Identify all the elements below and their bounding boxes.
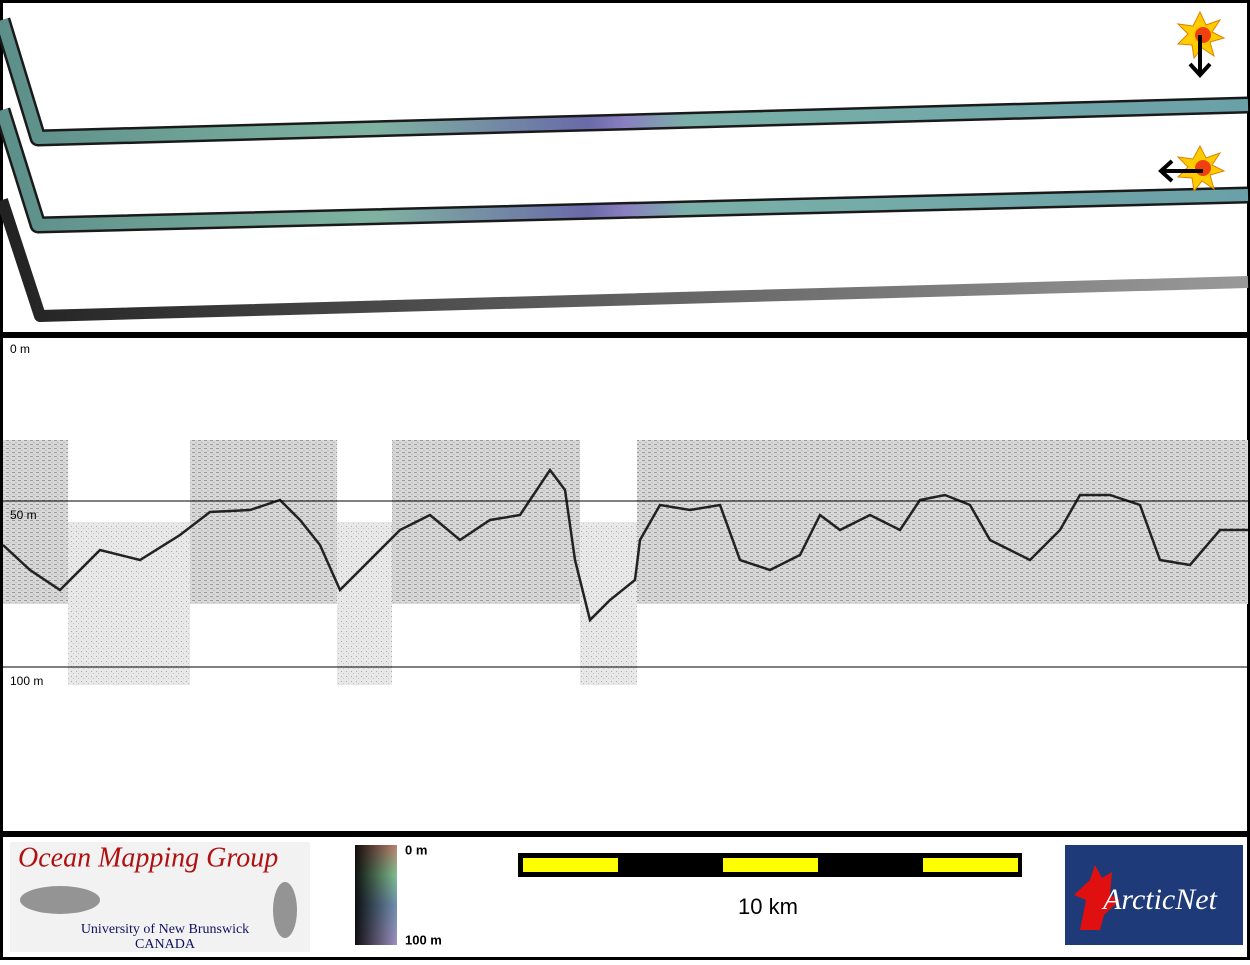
- rect-shape: [723, 858, 818, 872]
- rect-shape: [637, 440, 1248, 604]
- map-panel: [0, 0, 1250, 335]
- circle-shape: [1195, 27, 1211, 43]
- ellipse-shape: [20, 886, 100, 914]
- rect-shape: [523, 858, 618, 872]
- omg-logo: Ocean Mapping Group University of New Br…: [10, 842, 310, 952]
- sun-icon-2: [1158, 144, 1226, 193]
- swath-3: [0, 198, 1249, 322]
- rect-shape: [580, 522, 637, 685]
- logo-text: University of New Brunswick: [81, 922, 249, 937]
- colorbar-label: 100 m: [405, 932, 442, 947]
- polyline-shape: [1158, 159, 1174, 183]
- scale-bar: 10 km: [518, 853, 1022, 919]
- depth-label: 100 m: [10, 674, 43, 688]
- path-shape: [1074, 865, 1120, 930]
- logo-title: Ocean Mapping Group: [18, 842, 278, 873]
- swath-1: [0, 18, 1249, 144]
- rect-shape: [337, 522, 392, 685]
- logo-name: ArcticNet: [1101, 883, 1218, 916]
- rect-shape: [3, 440, 68, 604]
- depth-label: 0 m: [10, 342, 30, 356]
- rect-shape: [355, 845, 397, 945]
- color-bar: 0 m 100 m: [355, 842, 442, 947]
- rect-shape: [190, 440, 337, 604]
- arcticnet-logo: ArcticNet: [1065, 845, 1243, 945]
- rect-shape: [923, 858, 1018, 872]
- depth-label: 50 m: [10, 508, 37, 522]
- scale-label: 10 km: [738, 894, 798, 919]
- polyline-shape: [1188, 62, 1212, 78]
- ellipse-shape: [273, 882, 297, 938]
- colorbar-label: 0 m: [405, 842, 427, 857]
- seafloor-trace: [2, 467, 1248, 623]
- sun-icon-1: [1176, 10, 1226, 78]
- rect-shape: [68, 522, 190, 685]
- swath-tracks: [0, 17, 1249, 322]
- logo-text: CANADA: [135, 937, 196, 952]
- swath-2: [0, 108, 1249, 231]
- profile-data: [2, 440, 1248, 685]
- circle-shape: [1195, 160, 1211, 176]
